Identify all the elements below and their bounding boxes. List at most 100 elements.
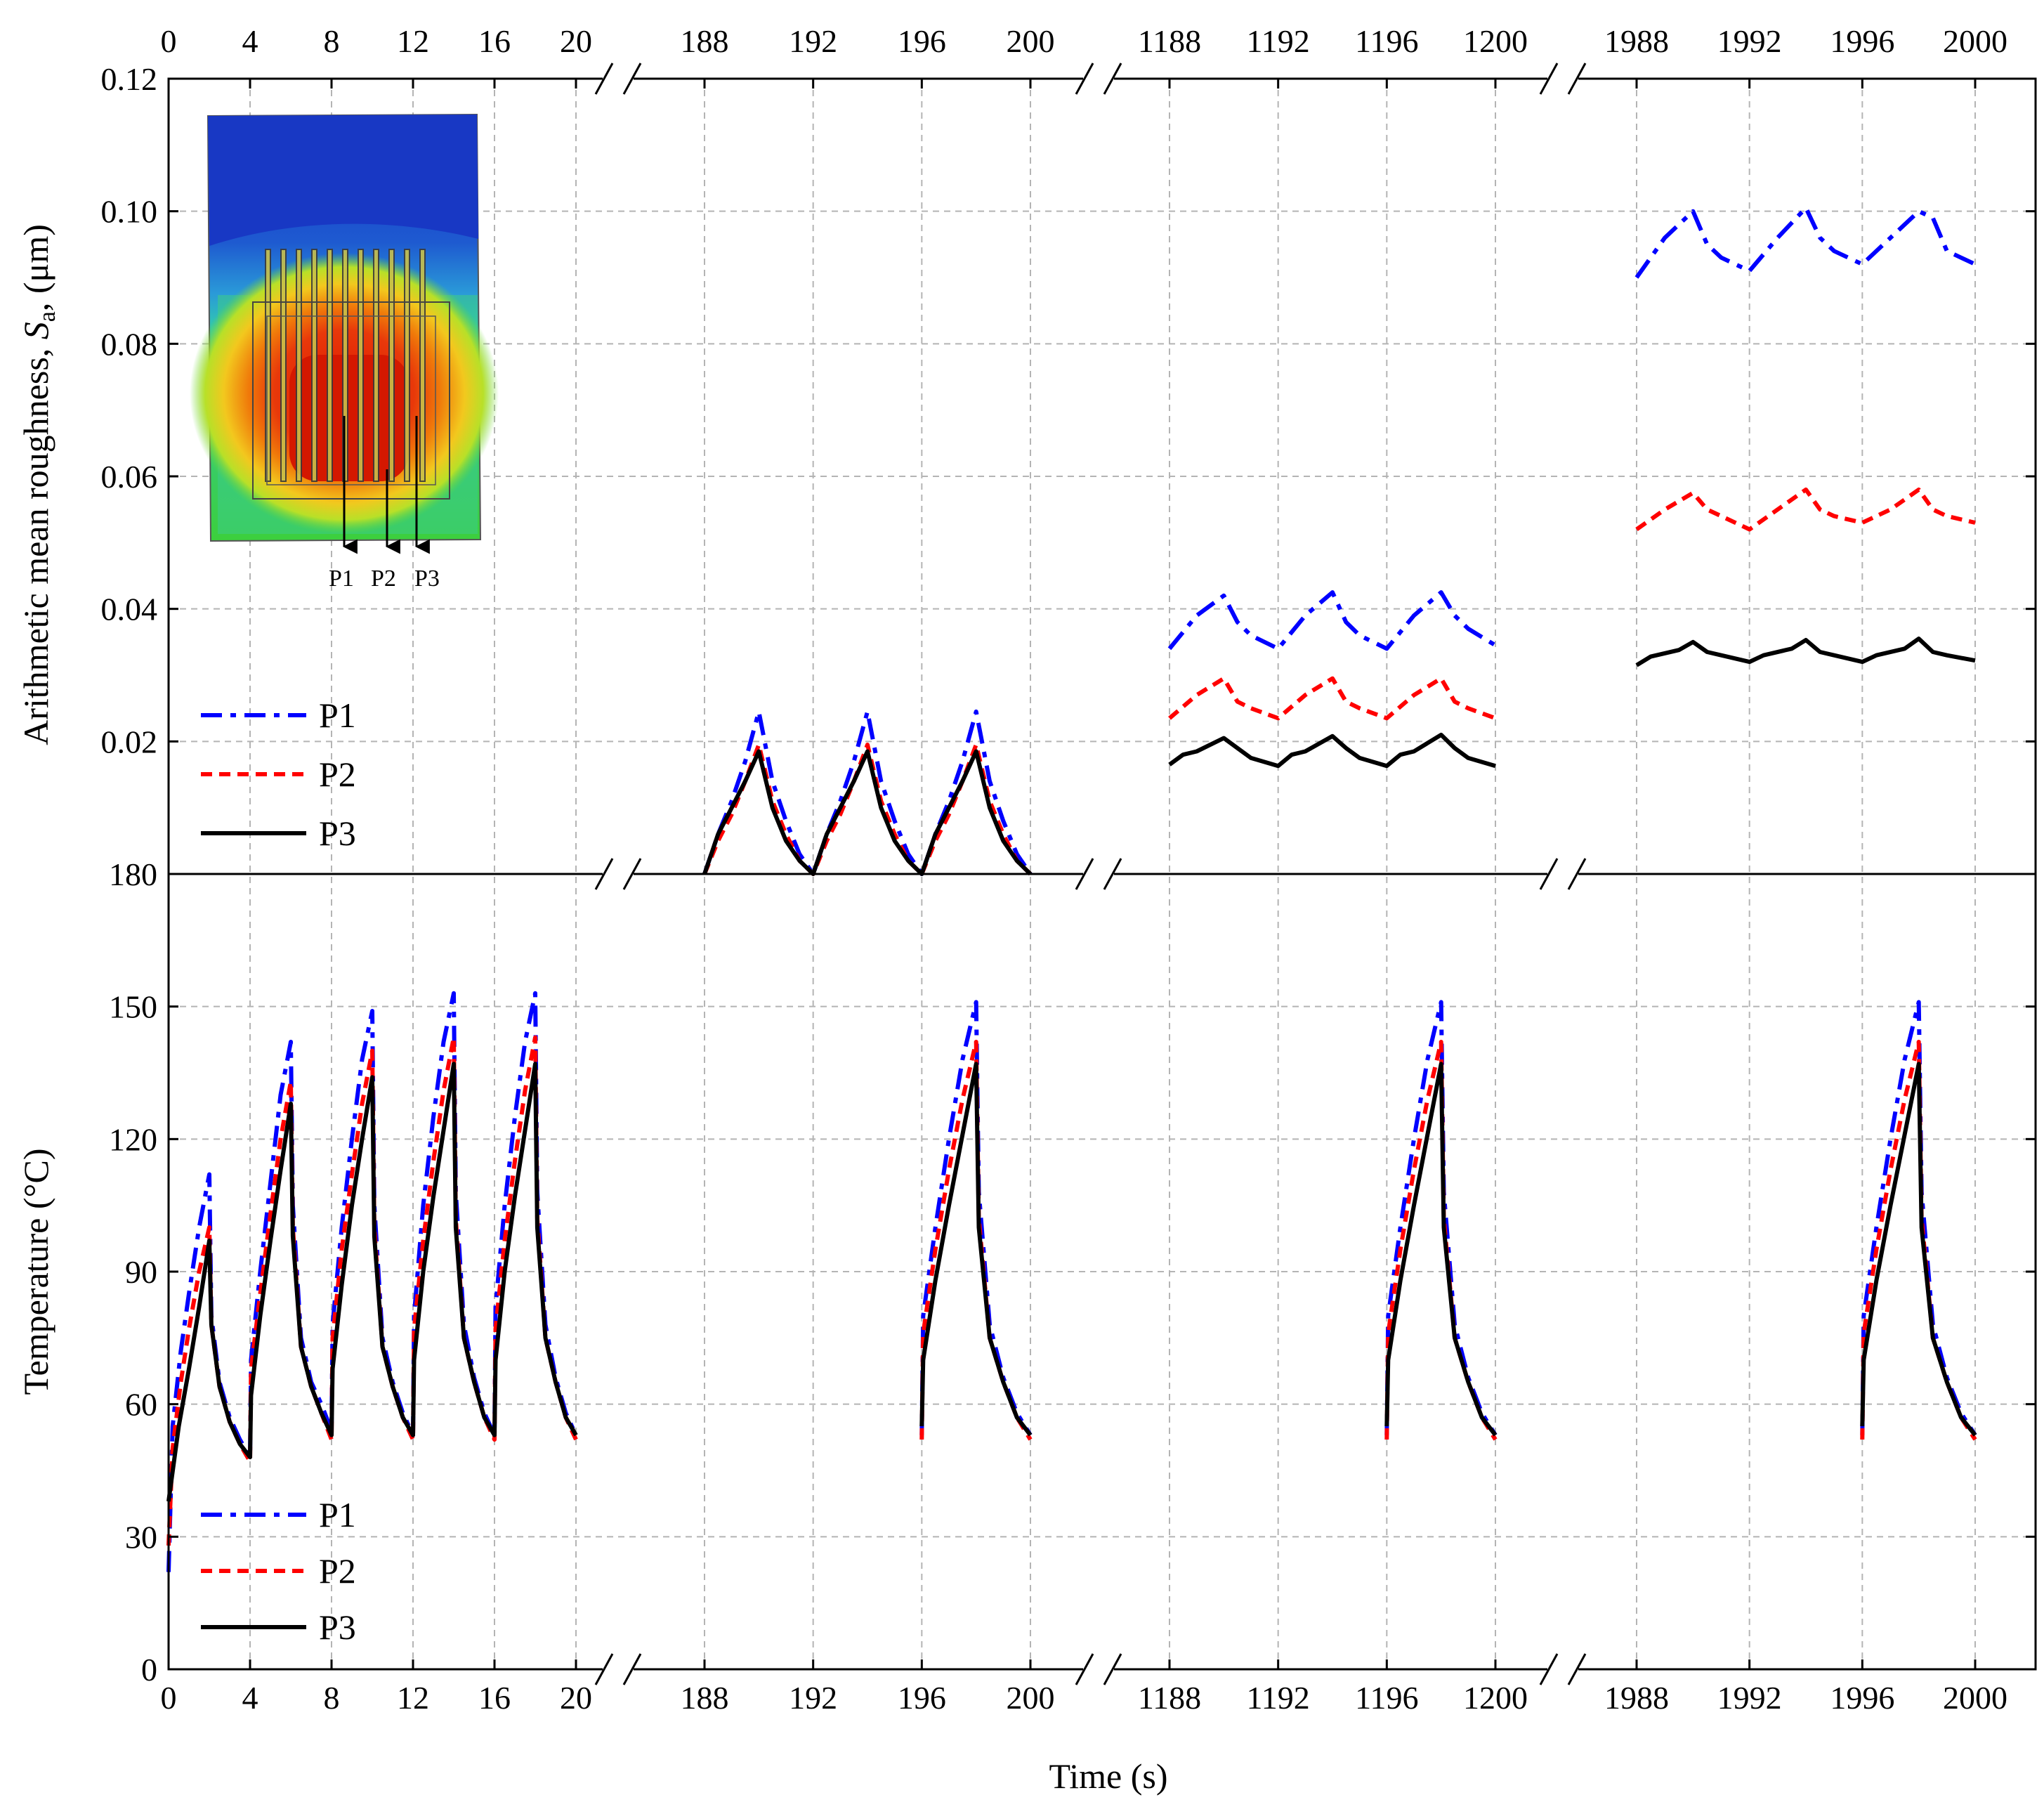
heater-fin — [265, 249, 271, 482]
heater-fin — [358, 249, 364, 482]
heater-fin — [296, 249, 302, 482]
break-slash — [622, 858, 642, 890]
x-tick-label-bottom: 1192 — [1247, 1680, 1310, 1716]
break-slash — [1567, 63, 1587, 95]
x-tick-label-top: 0 — [161, 23, 177, 59]
temperature-y-tick-label: 120 — [109, 1121, 157, 1157]
x-tick-label-bottom: 2000 — [1943, 1680, 2007, 1716]
roughness-series-p3-segment-3 — [1168, 732, 1496, 769]
inset-label-p1: P1 — [329, 566, 354, 592]
heater-fin — [327, 249, 333, 482]
x-tick-label-bottom: 16 — [478, 1680, 511, 1716]
x-tick-label-top: 8 — [324, 23, 340, 59]
heater-fin — [373, 249, 379, 482]
roughness-series-p2-segment-2 — [702, 743, 1033, 876]
x-tick-label-bottom: 1200 — [1463, 1680, 1528, 1716]
break-slash — [594, 1653, 614, 1685]
inset-heater-fins — [265, 249, 426, 482]
roughness-y-tick-label: 0.10 — [101, 194, 158, 230]
x-tick-label-bottom: 1996 — [1830, 1680, 1894, 1716]
legend-bottom: P1 P2 P3 — [201, 1495, 356, 1647]
roughness-y-tick-label: 180 — [109, 856, 157, 892]
legend-top: P1 P2 P3 — [201, 696, 356, 853]
inset-temperature-field: P1 P2 P3 — [190, 113, 499, 592]
roughness-series-p1-segment-4 — [1634, 205, 1977, 279]
x-tick-label-top: 196 — [898, 23, 946, 59]
x-tick-label-top: 1996 — [1830, 23, 1894, 59]
break-slash — [1567, 1653, 1587, 1685]
axis-layer: 0 0 4 4 8 8 12 12 16 16 20 20 188 188 192 192 196 196 200 2… — [101, 23, 2036, 1716]
break-slash — [1103, 1653, 1122, 1685]
roughness-series-p1-segment-2 — [702, 709, 1033, 876]
break-slash — [622, 63, 642, 95]
series-layer — [166, 205, 1977, 1572]
heater-fin — [311, 249, 317, 482]
x-tick-label-top: 1988 — [1604, 23, 1669, 59]
heater-fin — [280, 249, 287, 482]
x-tick-label-top: 16 — [478, 23, 511, 59]
roughness-y-tick-label: 0.04 — [101, 592, 158, 627]
x-tick-label-bottom: 1196 — [1355, 1680, 1418, 1716]
x-tick-label-top: 12 — [397, 23, 429, 59]
roughness-series-p1-segment-3 — [1167, 590, 1497, 651]
x-tick-label-top: 4 — [242, 23, 258, 59]
x-tick-label-top: 192 — [789, 23, 837, 59]
x-tick-label-bottom: 0 — [161, 1680, 177, 1716]
x-tick-label-top: 1196 — [1355, 23, 1418, 59]
x-tick-label-bottom: 1988 — [1604, 1680, 1669, 1716]
temperature-y-tick-label: 90 — [125, 1254, 157, 1290]
roughness-series-p2-segment-3 — [1168, 676, 1497, 721]
break-slash — [1539, 1653, 1559, 1685]
bottom-y-axis-title: Temperature (°C) — [16, 1148, 55, 1395]
x-tick-label-bottom: 196 — [898, 1680, 946, 1716]
break-slash — [622, 1653, 642, 1685]
legend-label-p2: P2 — [319, 1551, 356, 1591]
break-slash — [1075, 858, 1094, 890]
break-slash — [1103, 858, 1122, 890]
x-tick-label-bottom: 12 — [397, 1680, 429, 1716]
roughness-y-tick-label: 0.02 — [101, 724, 158, 759]
x-tick-label-top: 188 — [681, 23, 729, 59]
legend-label-p1: P1 — [319, 1495, 356, 1534]
temperature-series-p3-segment-2 — [919, 1062, 1033, 1437]
legend-label-p3: P3 — [319, 814, 356, 853]
top-y-axis-title: Arithmetic mean roughness, Sa, (μm) — [16, 224, 60, 745]
break-slash — [594, 858, 614, 890]
temperature-series-p2-segment-1 — [166, 1035, 578, 1546]
temperature-y-tick-label: 60 — [125, 1387, 157, 1423]
x-tick-label-bottom: 200 — [1007, 1680, 1055, 1716]
x-tick-label-bottom: 1188 — [1138, 1680, 1201, 1716]
x-tick-label-top: 1200 — [1463, 23, 1528, 59]
x-tick-label-bottom: 8 — [324, 1680, 340, 1716]
temperature-y-tick-label: 30 — [125, 1519, 157, 1555]
x-tick-label-top: 1192 — [1247, 23, 1310, 59]
roughness-series-p2-segment-4 — [1635, 487, 1976, 532]
x-tick-label-top: 20 — [560, 23, 592, 59]
break-slash — [1103, 63, 1122, 95]
x-tick-label-bottom: 4 — [242, 1680, 258, 1716]
break-slash — [1539, 63, 1559, 95]
x-tick-label-bottom: 188 — [681, 1680, 729, 1716]
legend-label-p2: P2 — [319, 755, 356, 794]
break-slash — [1075, 1653, 1094, 1685]
heater-fin — [419, 249, 426, 482]
x-tick-label-bottom: 20 — [560, 1680, 592, 1716]
axis-breaks — [594, 63, 1587, 1685]
roughness-y-tick-label: 0.08 — [101, 326, 158, 362]
break-slash — [1567, 858, 1587, 890]
x-axis-title: Time (s) — [1049, 1756, 1167, 1796]
roughness-y-tick-label: 0.06 — [101, 459, 158, 495]
heater-fin — [388, 249, 395, 482]
x-tick-label-bottom: 1992 — [1717, 1680, 1782, 1716]
inset-label-p2: P2 — [371, 566, 396, 592]
x-tick-label-bottom: 192 — [789, 1680, 837, 1716]
x-tick-label-top: 1188 — [1138, 23, 1201, 59]
temperature-y-tick-label: 150 — [109, 989, 157, 1025]
roughness-series-p3-segment-4 — [1635, 637, 1976, 667]
break-slash — [594, 63, 614, 95]
break-slash — [1539, 858, 1559, 890]
temperature-series-p3-segment-3 — [1384, 1062, 1498, 1437]
temperature-series-p3-segment-1 — [166, 1062, 578, 1502]
roughness-series-p3-segment-2 — [702, 749, 1033, 876]
